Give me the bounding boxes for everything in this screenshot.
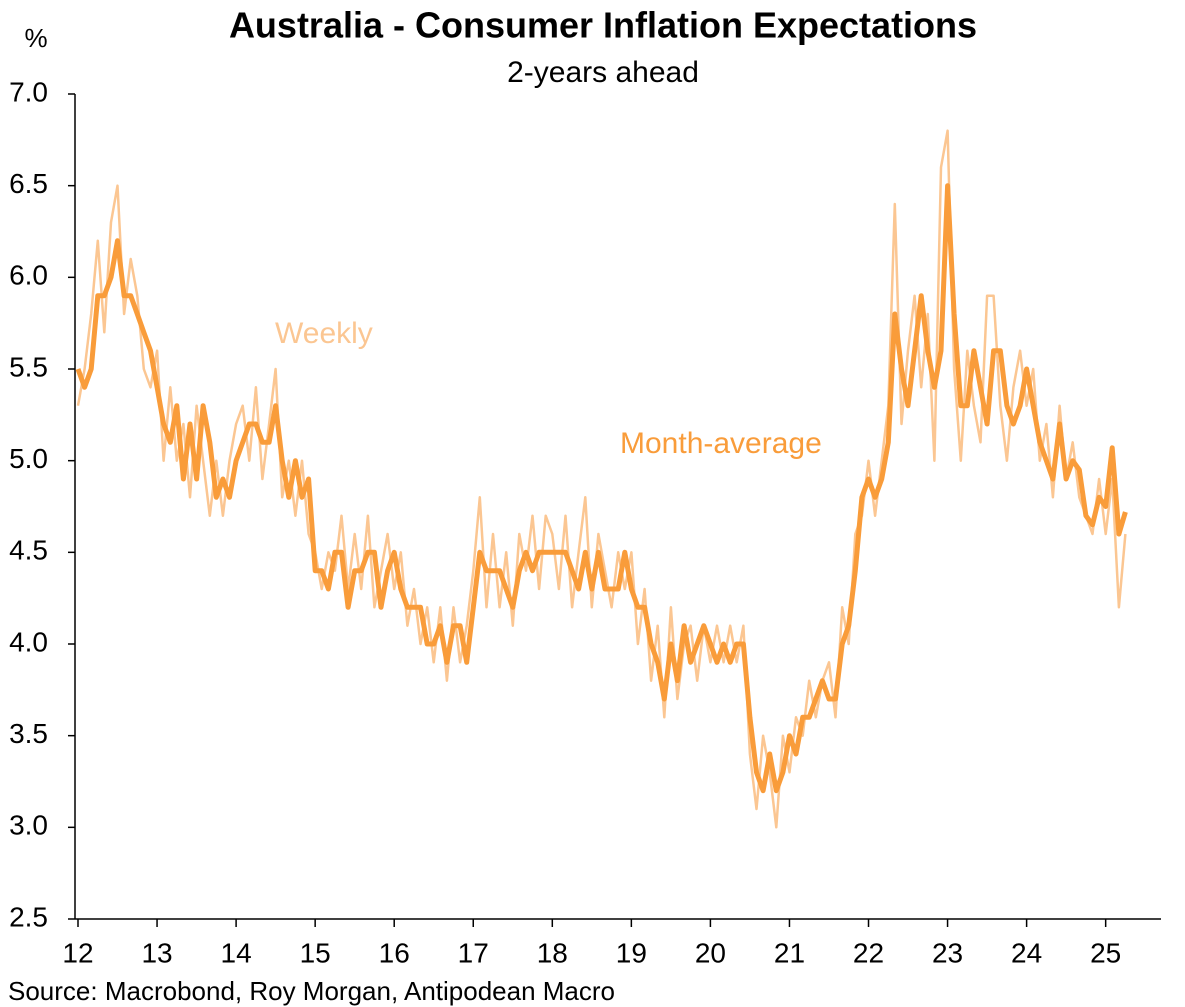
source-note: Source: Macrobond, Roy Morgan, Antipodea… (8, 976, 615, 1006)
x-tick-label: 20 (695, 937, 726, 968)
series-label: Weekly (275, 317, 373, 350)
y-tick-label: 3.0 (9, 810, 48, 841)
x-tick-label: 16 (379, 937, 410, 968)
y-tick-label: 4.0 (9, 626, 48, 657)
x-tick-label: 13 (141, 937, 172, 968)
x-tick-label: 14 (221, 937, 252, 968)
x-tick-label: 25 (1090, 937, 1121, 968)
x-tick-label: 22 (853, 937, 884, 968)
y-tick-label: 6.5 (9, 168, 48, 199)
y-tick-label: 2.5 (9, 901, 48, 932)
x-tick-label: 15 (300, 937, 331, 968)
y-tick-label: 5.5 (9, 351, 48, 382)
x-tick-label: 17 (458, 937, 489, 968)
x-tick-label: 18 (537, 937, 568, 968)
series-label: Month-average (620, 427, 822, 460)
x-tick-label: 12 (62, 937, 93, 968)
chart-subtitle: 2-years ahead (507, 56, 699, 89)
chart-title: Australia - Consumer Inflation Expectati… (229, 5, 977, 46)
x-tick-label: 24 (1011, 937, 1042, 968)
data-line (75, 183, 1128, 794)
y-tick-label: 5.0 (9, 443, 48, 474)
y-axis-label: % (24, 23, 47, 53)
x-tick-label: 19 (616, 937, 647, 968)
y-tick-label: 6.0 (9, 260, 48, 291)
x-tick-label: 21 (774, 937, 805, 968)
y-tick-label: 3.5 (9, 718, 48, 749)
y-tick-label: 7.0 (9, 76, 48, 107)
x-tick-label: 23 (932, 937, 963, 968)
y-tick-label: 4.5 (9, 535, 48, 566)
